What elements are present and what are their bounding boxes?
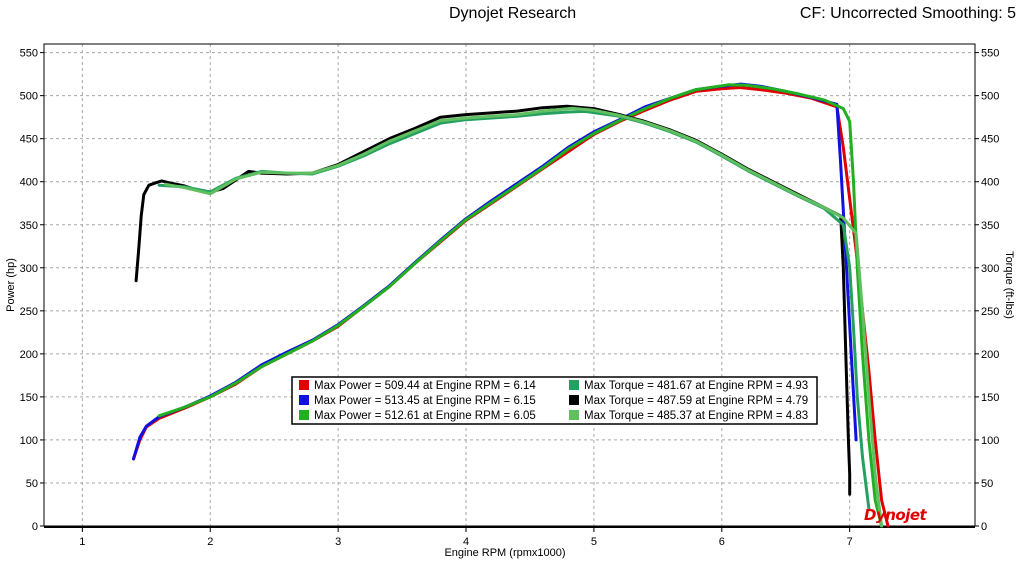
series-line-1-power — [132, 86, 890, 528]
y-right-tick-label-400: 400 — [981, 177, 999, 189]
chart-title: Dynojet Research — [449, 5, 577, 22]
series-line-6-torque — [164, 106, 884, 528]
x-tick-label-5: 5 — [591, 536, 597, 548]
legend-entry-5: Max Torque = 487.59 at Engine RPM = 4.79 — [584, 395, 808, 407]
y-axis-left-ticks: 0 50 100 150 200 250 300 350 400 450 500 550 — [20, 48, 44, 533]
y-right-tick-label-550: 550 — [981, 48, 999, 60]
legend-entry-6: Max Torque = 485.37 at Engine RPM = 4.83 — [584, 410, 808, 422]
correction-factor-label: CF: Uncorrected Smoothing: 5 — [799, 5, 1016, 22]
x-tick-label-3: 3 — [335, 536, 341, 548]
y-left-tick-label-500: 500 — [20, 91, 38, 103]
legend-swatch-2 — [299, 395, 309, 405]
legend-swatch-1 — [299, 380, 309, 390]
legend-entry-2: Max Power = 513.45 at Engine RPM = 6.15 — [314, 395, 536, 407]
y-right-tick-label-0: 0 — [981, 521, 987, 533]
y-left-tick-label-250: 250 — [20, 306, 38, 318]
y-right-tick-label-500: 500 — [981, 91, 999, 103]
logo-wordmark: Dynojet — [864, 506, 927, 524]
series-line-3-power — [157, 83, 884, 528]
x-tick-label-1: 1 — [79, 536, 85, 548]
legend-swatch-3 — [299, 410, 309, 420]
y-right-tick-label-50: 50 — [981, 478, 993, 490]
legend-entry-1: Max Power = 509.44 at Engine RPM = 6.14 — [314, 380, 536, 392]
y-right-tick-label-150: 150 — [981, 392, 999, 404]
y-left-tick-label-0: 0 — [32, 521, 38, 533]
x-tick-label-6: 6 — [719, 536, 725, 548]
y-left-tick-label-100: 100 — [20, 435, 38, 447]
legend-swatch-5 — [569, 395, 579, 405]
legend-entry-4: Max Torque = 481.67 at Engine RPM = 4.93 — [584, 380, 808, 392]
y-right-tick-label-250: 250 — [981, 306, 999, 318]
y-right-tick-label-450: 450 — [981, 134, 999, 146]
series-group — [132, 82, 890, 528]
legend-box — [291, 376, 818, 425]
x-axis-ticks: 1 2 3 4 5 6 7 — [79, 527, 853, 548]
x-tick-label-4: 4 — [463, 536, 469, 548]
legend-swatch-6 — [569, 410, 579, 420]
y-left-tick-label-200: 200 — [20, 349, 38, 361]
y-left-tick-label-350: 350 — [20, 220, 38, 232]
y-left-tick-label-400: 400 — [20, 177, 38, 189]
x-tick-label-2: 2 — [207, 536, 213, 548]
y-right-tick-label-350: 350 — [981, 220, 999, 232]
y-right-tick-label-300: 300 — [981, 263, 999, 275]
y-left-tick-label-550: 550 — [20, 48, 38, 60]
x-axis-label: Engine RPM (rpmx1000) — [444, 547, 565, 559]
x-tick-label-7: 7 — [847, 536, 853, 548]
y-axis-right-ticks: 0 50 100 150 200 250 300 350 400 450 500 550 — [975, 48, 999, 533]
y-axis-left-label: Power (hp) — [5, 258, 17, 312]
legend-swatch-4 — [569, 380, 579, 390]
grid-lines — [44, 44, 975, 526]
y-left-tick-label-50: 50 — [26, 478, 38, 490]
y-left-tick-label-150: 150 — [20, 392, 38, 404]
y-left-tick-label-450: 450 — [20, 134, 38, 146]
legend-entry-3: Max Power = 512.61 at Engine RPM = 6.05 — [314, 410, 536, 422]
y-left-tick-label-300: 300 — [20, 263, 38, 275]
y-right-tick-label-100: 100 — [981, 435, 999, 447]
legend: Max Power = 509.44 at Engine RPM = 6.14 M… — [291, 376, 818, 425]
dynojet-logo: Dynojet — [864, 506, 960, 526]
y-right-tick-label-200: 200 — [981, 349, 999, 361]
y-axis-right-label: Torque (ft-lbs) — [1003, 251, 1015, 319]
series-line-4-torque — [134, 104, 852, 496]
